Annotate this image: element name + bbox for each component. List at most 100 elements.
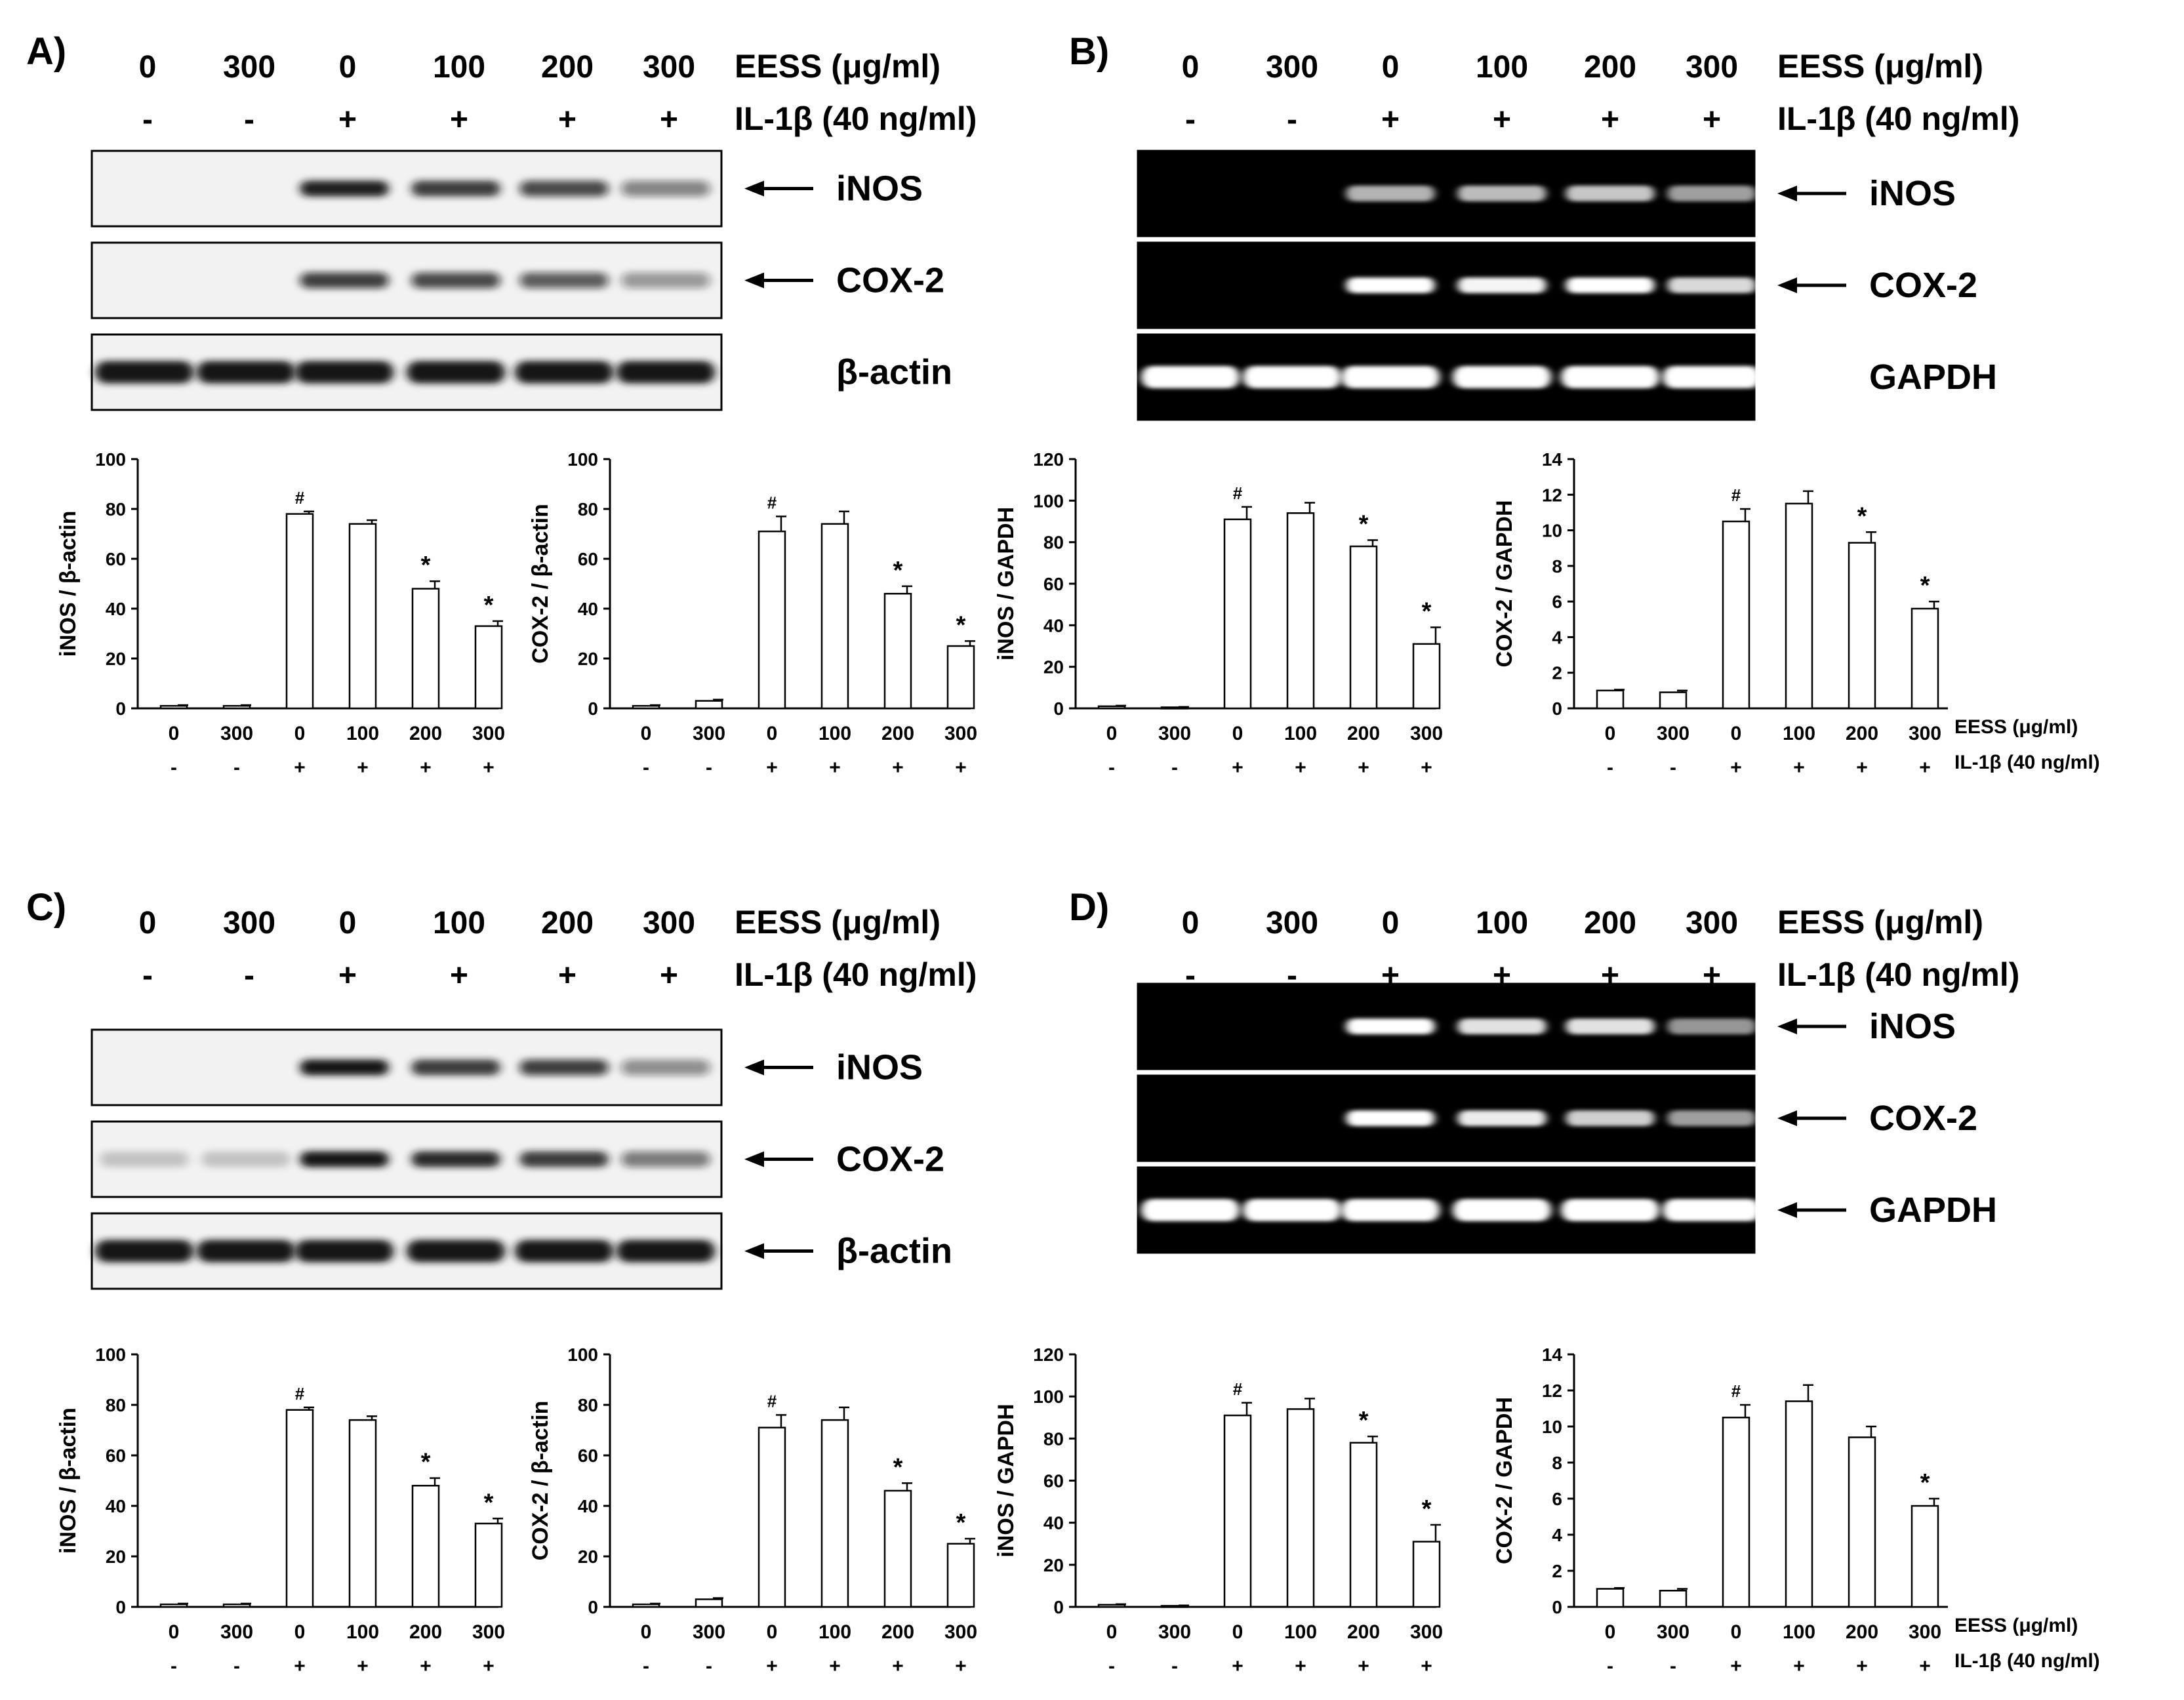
il1b-axis-label: IL-1β (40 ng/ml) xyxy=(1777,956,2019,993)
bar xyxy=(1286,512,1315,710)
il1b-sign-label: + xyxy=(338,102,357,137)
significance-star: * xyxy=(956,611,966,639)
bar xyxy=(632,1603,660,1608)
blot-panel: B) 0 300 0 100 200 300 - - + + + + EESS (μg/ml) IL-1β … xyxy=(1069,30,2019,421)
x-tick-label: 200 xyxy=(409,723,442,744)
blot-panels: A) 0 300 0 100 200 300- - + + + +EESS (μg/ml)IL-1β … xyxy=(26,30,2019,1290)
bar-chart: 0 20 40 60 80 100 120 iNOS / GAPDH 0 - 300 - #0 +100 +… xyxy=(994,449,1443,779)
il1b-sign-label: + xyxy=(1919,1655,1931,1677)
blot-band xyxy=(300,272,389,289)
treatment-dose-label: 200 xyxy=(541,50,594,85)
il1b-sign-label: + xyxy=(1730,1655,1742,1677)
blot-band xyxy=(1667,1110,1756,1126)
x-tick-label: 300 xyxy=(693,723,725,744)
significance-star: * xyxy=(1422,598,1432,626)
blot-band xyxy=(519,1059,609,1076)
bar xyxy=(758,530,786,710)
il1b-sign-label: + xyxy=(338,958,357,993)
il1b-sign-label: + xyxy=(660,102,678,137)
band-label: COX-2 xyxy=(836,261,944,300)
x-tick-label: 300 xyxy=(944,1621,977,1643)
x-tick-label: 0 xyxy=(1731,723,1742,744)
band-arrow-head xyxy=(744,272,764,289)
bar xyxy=(222,1603,251,1608)
blot-panel: A) 0 300 0 100 200 300 - - + + + + EESS (μg/ml) IL-1β … xyxy=(26,30,977,411)
band-arrow-head xyxy=(744,1243,764,1259)
significance-hash: # xyxy=(295,1384,305,1404)
blot-band xyxy=(1453,366,1551,388)
x-tick-label: 0 xyxy=(294,1621,306,1643)
x-tick-label: 300 xyxy=(220,723,253,744)
panel-label: D) xyxy=(1069,886,1109,929)
blot-band xyxy=(1453,1199,1551,1221)
bar-chart: 0 20 40 60 80 100 iNOS / β-actin 0 - 300 - #0 +100 + *… xyxy=(56,449,505,779)
bar-chart: 0 20 40 60 80 100 120 iNOS / GAPDH 0 - 300 - #0 +100 +… xyxy=(994,1345,1443,1677)
treatment-dose-label: 300 xyxy=(1686,50,1738,85)
y-axis-label: iNOS / GAPDH xyxy=(994,507,1019,660)
bar xyxy=(695,700,723,710)
panel-label: C) xyxy=(26,886,66,929)
y-tick-label: 120 xyxy=(1033,449,1064,470)
il1b-sign-label: + xyxy=(1703,102,1721,137)
y-tick-label: 80 xyxy=(578,1395,598,1415)
treatment-dose-label: 200 xyxy=(1584,906,1636,941)
bar xyxy=(1848,542,1876,710)
y-tick-label: 20 xyxy=(578,1547,598,1567)
y-tick-label: 80 xyxy=(578,499,598,519)
blot-band xyxy=(411,272,500,289)
band-arrow-head xyxy=(1777,186,1797,201)
blot-strip xyxy=(1137,150,1756,237)
treatment-axis-label: EESS (μg/ml) xyxy=(1777,48,1983,85)
y-tick-label: 100 xyxy=(95,1345,126,1365)
x-tick-label: 200 xyxy=(881,723,914,744)
il1b-sign-label: + xyxy=(955,757,967,779)
il1b-sign-label: + xyxy=(955,1655,967,1677)
x-tick-label: 0 xyxy=(641,723,652,744)
il1b-sign-label: + xyxy=(420,757,432,779)
y-tick-label: 0 xyxy=(588,698,598,719)
bar xyxy=(1785,1400,1813,1608)
x-tick-label: 0 xyxy=(767,723,778,744)
il1b-sign-label: + xyxy=(1601,102,1619,137)
band-label: COX-2 xyxy=(836,1140,944,1179)
significance-star: * xyxy=(484,592,494,619)
bar xyxy=(1596,689,1625,710)
il1b-sign-label: - xyxy=(643,757,649,779)
significance-star: * xyxy=(893,1453,903,1481)
blot-band xyxy=(621,1059,710,1076)
band-arrow-head xyxy=(1777,1019,1797,1034)
bar xyxy=(474,1522,503,1608)
y-tick-label: 12 xyxy=(1542,1381,1562,1401)
blot-band xyxy=(1243,366,1341,388)
y-tick-label: 60 xyxy=(1043,1471,1064,1491)
x-tick-label: 0 xyxy=(767,1621,778,1643)
significance-hash: # xyxy=(1731,485,1741,505)
significance-hash: # xyxy=(1233,1379,1243,1399)
treatment-dose-label: 200 xyxy=(541,906,594,941)
x-tick-label: 0 xyxy=(169,723,180,744)
il1b-sign-label: - xyxy=(1607,757,1613,779)
x-tick-label: 300 xyxy=(472,723,505,744)
bar xyxy=(1412,643,1441,710)
il1b-sign-label: + xyxy=(766,757,778,779)
significance-star: * xyxy=(484,1489,494,1516)
blot-band xyxy=(1667,186,1756,201)
treatment-dose-label: 0 xyxy=(339,906,357,941)
y-tick-label: 20 xyxy=(578,649,598,669)
x-tick-label: 0 xyxy=(1232,1621,1244,1643)
blot-band xyxy=(295,1240,394,1263)
x-tick-label: 200 xyxy=(1846,723,1878,744)
y-tick-label: 100 xyxy=(1033,491,1064,511)
band-label: β-actin xyxy=(836,1232,952,1271)
x-side-label: IL-1β (40 ng/ml) xyxy=(1954,752,2100,773)
x-tick-label: 300 xyxy=(1909,723,1941,744)
il1b-sign-label: - xyxy=(1171,1655,1178,1677)
x-tick-label: 300 xyxy=(693,1621,725,1643)
treatment-dose-label: 100 xyxy=(433,50,485,85)
il1b-sign-label: + xyxy=(1421,1655,1432,1677)
il1b-sign-label: + xyxy=(1793,757,1805,779)
bar xyxy=(1097,1604,1126,1608)
band-arrow-head xyxy=(744,1059,764,1076)
y-tick-label: 100 xyxy=(567,1345,598,1365)
